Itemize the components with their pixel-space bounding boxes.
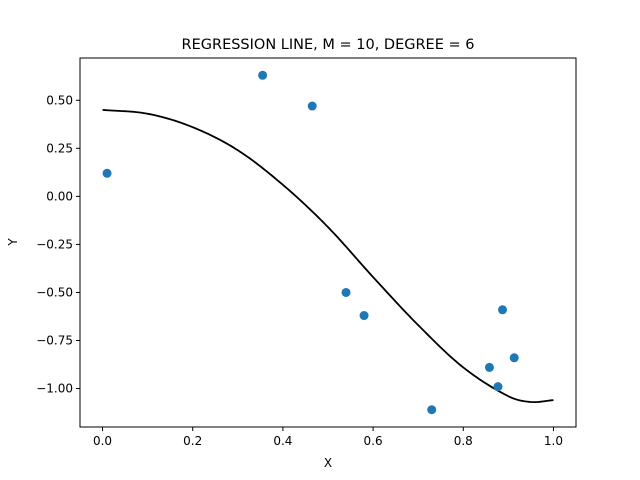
data-point — [484, 362, 494, 372]
data-point — [427, 405, 437, 415]
plot-area — [102, 70, 554, 415]
y-tick-label: −1.00 — [36, 382, 73, 396]
y-axis-ticks: 0.50 0.25 0.00 −0.25 −0.50 −0.75 −1.00 — [36, 93, 80, 396]
y-tick-label: −0.25 — [36, 237, 73, 251]
x-axis-ticks: 0.0 0.2 0.4 0.6 0.8 1.0 — [93, 427, 563, 448]
regression-line — [102, 108, 554, 404]
chart-title: REGRESSION LINE, M = 10, DEGREE = 6 — [182, 37, 475, 53]
x-tick-label: 0.4 — [273, 434, 292, 448]
data-point — [493, 382, 503, 392]
plot-frame — [79, 57, 577, 428]
data-point — [509, 353, 519, 363]
x-tick-label: 0.6 — [364, 434, 383, 448]
data-point — [258, 70, 268, 80]
y-tick-label: 0.25 — [46, 141, 73, 155]
data-point — [102, 168, 112, 178]
data-point — [307, 101, 317, 111]
x-tick-label: 1.0 — [544, 434, 563, 448]
x-tick-label: 0.8 — [454, 434, 473, 448]
x-tick-label: 0.2 — [183, 434, 202, 448]
y-tick-label: 0.00 — [46, 189, 73, 203]
data-point — [498, 305, 507, 315]
y-axis-label: Y — [6, 238, 20, 247]
data-points — [102, 70, 519, 415]
y-tick-label: 0.50 — [46, 93, 73, 107]
y-tick-label: −0.75 — [36, 334, 73, 348]
y-tick-label: −0.50 — [36, 285, 73, 299]
data-point — [359, 311, 369, 321]
x-tick-label: 0.0 — [93, 434, 112, 448]
data-point — [341, 287, 351, 297]
x-axis-label: X — [324, 456, 332, 470]
